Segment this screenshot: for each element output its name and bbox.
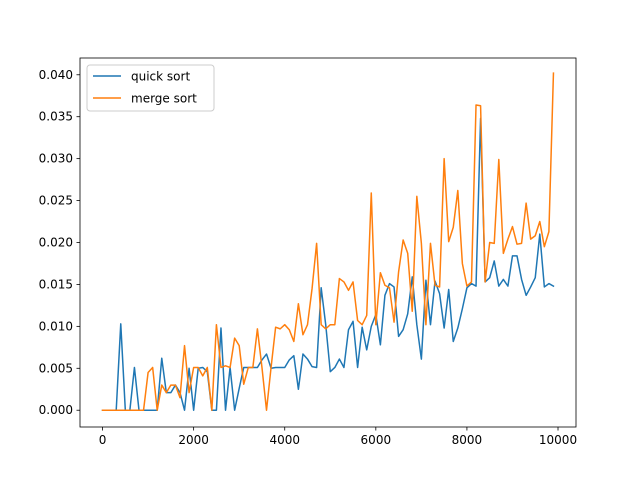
y-tick-label: 0.005 — [39, 361, 73, 375]
y-tick-label: 0.000 — [39, 403, 73, 417]
y-tick-label: 0.015 — [39, 277, 73, 291]
y-tick-label: 0.035 — [39, 110, 73, 124]
legend-label: merge sort — [131, 92, 197, 106]
y-axis: 0.000 0.005 0.010 0.015 0.020 0.025 0.030 0.035… — [39, 68, 80, 417]
x-tick-label: 0 — [99, 433, 107, 447]
x-tick-label: 4000 — [269, 433, 300, 447]
legend: quick sort merge sort — [86, 64, 215, 112]
x-tick-label: 6000 — [361, 433, 392, 447]
x-tick-label: 2000 — [178, 433, 209, 447]
y-tick-label: 0.030 — [39, 152, 73, 166]
y-tick-label: 0.010 — [39, 319, 73, 333]
y-tick-label: 0.040 — [39, 68, 73, 82]
x-axis: 0 2000 4000 6000 8000 10000 — [99, 427, 577, 447]
x-tick-label: 10000 — [539, 433, 577, 447]
legend-label: quick sort — [131, 70, 190, 84]
series-line-quick-sort — [101, 117, 555, 411]
x-tick-label: 8000 — [452, 433, 483, 447]
series-layer — [101, 72, 555, 411]
y-tick-label: 0.020 — [39, 236, 73, 250]
y-tick-label: 0.025 — [39, 194, 73, 208]
series-line-merge-sort — [101, 72, 555, 411]
